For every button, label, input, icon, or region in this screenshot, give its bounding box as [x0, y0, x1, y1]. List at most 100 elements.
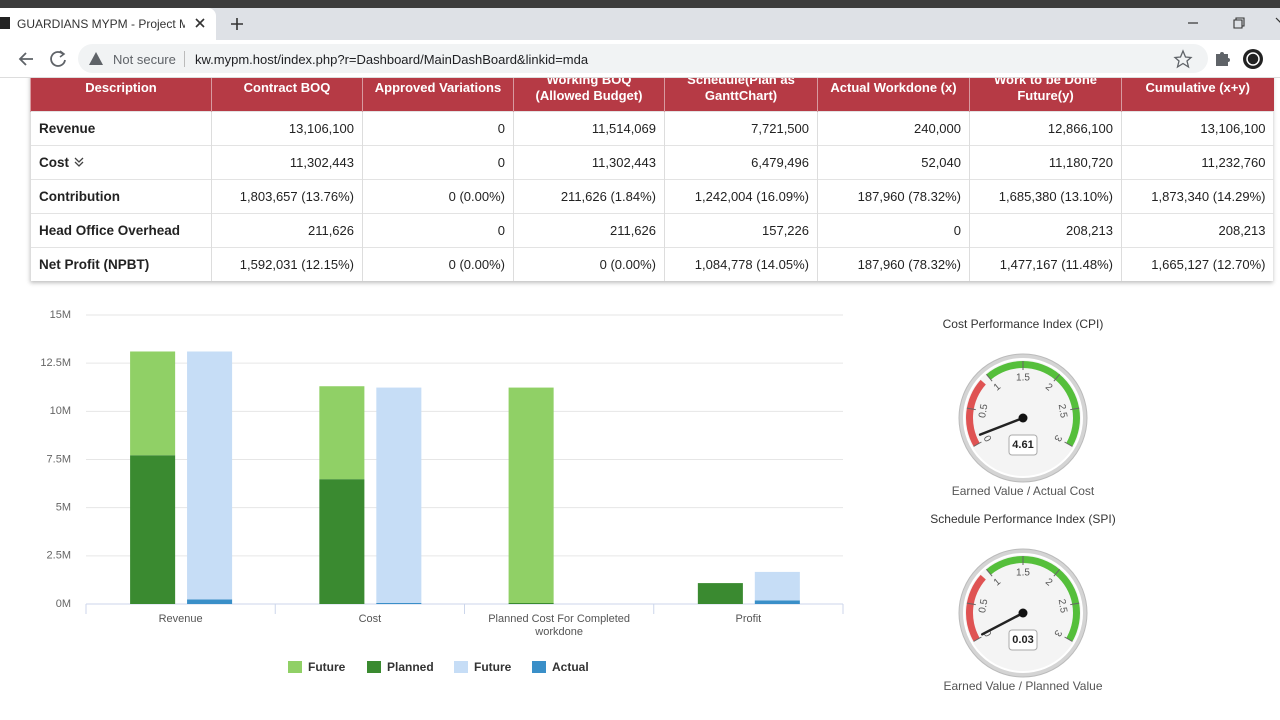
gauge-tick-label: 0.5: [977, 403, 990, 419]
bar-segment: [319, 386, 365, 480]
y-tick-label: 15M: [50, 309, 71, 321]
gauge-tick: [985, 569, 993, 577]
table-row: Cost 11,302,443 0 11,302,443 6,479,496 52,040…: [30, 144, 1274, 179]
legend-label: Planned: [387, 660, 434, 674]
warning-icon: [89, 52, 103, 65]
gauge-tick: [1070, 602, 1080, 606]
tab[interactable]: GUARDIANS MYPM - Project Ma: [0, 8, 216, 40]
cell: 208,213: [969, 212, 1122, 247]
gauge-value: 0.03: [1012, 634, 1033, 646]
expand-icon[interactable]: [73, 157, 85, 167]
cell: 11,514,069: [513, 110, 665, 145]
tab-icons: [0, 17, 205, 29]
cell: 1,084,778 (14.05%): [664, 246, 818, 281]
forward-button[interactable]: [18, 52, 33, 66]
row-label: Contribution: [30, 178, 212, 213]
gauge-tick-label: 2.5: [1056, 598, 1069, 614]
content: 0M 2.5M 5M 7.5M 10M 12.5M 15M Future Planned Futu…: [0, 78, 1280, 720]
summary-table: Description Contract BOQ Approved Variatio…: [30, 78, 1274, 281]
column-header: Schedule(Plan as GanttChart): [664, 78, 818, 111]
cell: 13,106,100: [211, 110, 363, 145]
bar-segment: [130, 351, 176, 456]
cell-text: 1,242,004 (16.09%): [694, 188, 809, 204]
row-label: Revenue: [30, 110, 212, 145]
cell-text: 211,626: [609, 222, 656, 238]
bar-segment: [376, 387, 422, 603]
legend-swatch: [454, 661, 468, 673]
close-window[interactable]: [1275, 17, 1280, 28]
y-tick-label: 5M: [56, 502, 71, 514]
new-tab[interactable]: [231, 18, 243, 30]
table: Description Contract BOQ Approved Variatio…: [30, 78, 1274, 281]
gauge-tick: [1070, 407, 1080, 411]
gauge-tick: [1064, 636, 1073, 642]
gauge-band: [986, 556, 1080, 642]
cell-text: 0: [497, 154, 505, 170]
cell-text: 0 (0.00%): [599, 256, 656, 272]
restore[interactable]: [1233, 17, 1245, 29]
cell: 0: [362, 144, 514, 179]
cell-text: 187,960 (78.32%): [857, 188, 961, 204]
cell-text: 1,873,340 (14.29%): [1151, 188, 1266, 204]
gauge-tick-label: 3: [1051, 433, 1064, 444]
gauge-tick: [973, 636, 982, 642]
cell-text: 11,232,760: [1201, 154, 1266, 170]
gauge-tick-label: 1.5: [1016, 373, 1030, 384]
cell: 1,665,127 (12.70%): [1121, 246, 1274, 281]
cell-text: 211,626: [307, 222, 354, 238]
gauge-value-box: [1008, 629, 1038, 651]
legend-label: Actual: [552, 660, 589, 674]
bookmark-star[interactable]: [1173, 49, 1193, 69]
omnibox-icons: [89, 49, 1263, 69]
url[interactable]: kw.mypm.host/index.php?r=Dashboard/MainD…: [195, 52, 589, 67]
column-header: Approved Variations: [362, 78, 514, 111]
tab-bar: GUARDIANS MYPM - Project Ma: [0, 8, 1280, 40]
legend-swatch: [288, 661, 302, 673]
header-row: Description Contract BOQ Approved Variatio…: [30, 78, 1274, 111]
row-label: Net Profit (NPBT): [30, 246, 212, 281]
cell-text: 187,960 (78.32%): [857, 256, 961, 272]
cell-text: 13,106,100: [288, 120, 354, 136]
omnibox[interactable]: [78, 44, 1208, 73]
cell-text: 0 (0.00%): [448, 188, 505, 204]
gauge-tick-label: 0: [982, 627, 995, 638]
gauge-value: 4.61: [1012, 439, 1033, 451]
security-label[interactable]: Not secure: [113, 52, 176, 67]
cell: 0: [362, 212, 514, 247]
extensions[interactable]: [1216, 52, 1230, 66]
gauge-tick: [1064, 441, 1073, 447]
bar-segment: [754, 571, 800, 601]
cell-text: Revenue: [39, 120, 96, 136]
cell: 208,213: [1121, 212, 1274, 247]
cell-text: 1,592,031 (12.15%): [239, 256, 354, 272]
x-tick-label: Planned Cost For Completed workdone: [488, 613, 631, 638]
gauge-tick: [966, 407, 976, 411]
gauge-title: Schedule Performance Index (SPI): [930, 512, 1115, 526]
tab-close[interactable]: [195, 18, 205, 28]
bar-segment: [508, 602, 554, 604]
bar-segment: [319, 479, 365, 604]
y-tick-label: 7.5M: [47, 453, 71, 465]
cell-text: 1,803,657 (13.76%): [239, 188, 354, 204]
gauge-tick: [1053, 374, 1061, 382]
column-header: Work to be Done Future(y): [969, 78, 1122, 111]
cell: 11,232,760: [1121, 144, 1274, 179]
cell-text: Cost: [39, 154, 69, 170]
bar-segment: [187, 599, 233, 604]
bar-segment: [376, 602, 422, 604]
y-tick-label: 12.5M: [40, 357, 71, 369]
cell-text: 12,866,100: [1047, 120, 1113, 136]
cell: 0: [817, 212, 970, 247]
address-bar: Not secure kw.mypm.host/index.php?r=Dash…: [0, 40, 1280, 78]
gauge-needle: [980, 611, 1025, 636]
cell-text: 240,000: [914, 120, 961, 136]
y-tick-label: 2.5M: [47, 550, 71, 562]
gauge-tick-label: 1: [992, 381, 1004, 393]
profile[interactable]: [1243, 49, 1263, 69]
cell-text: 0 (0.00%): [448, 256, 505, 272]
legend-label: Future: [308, 660, 346, 674]
gauge-tick-label: 0: [982, 432, 995, 443]
table-body: Revenue 13,106,100 0 11,514,069 7,721,500 240…: [30, 110, 1274, 281]
cell: 6,479,496: [664, 144, 818, 179]
reload-button[interactable]: [50, 51, 66, 67]
